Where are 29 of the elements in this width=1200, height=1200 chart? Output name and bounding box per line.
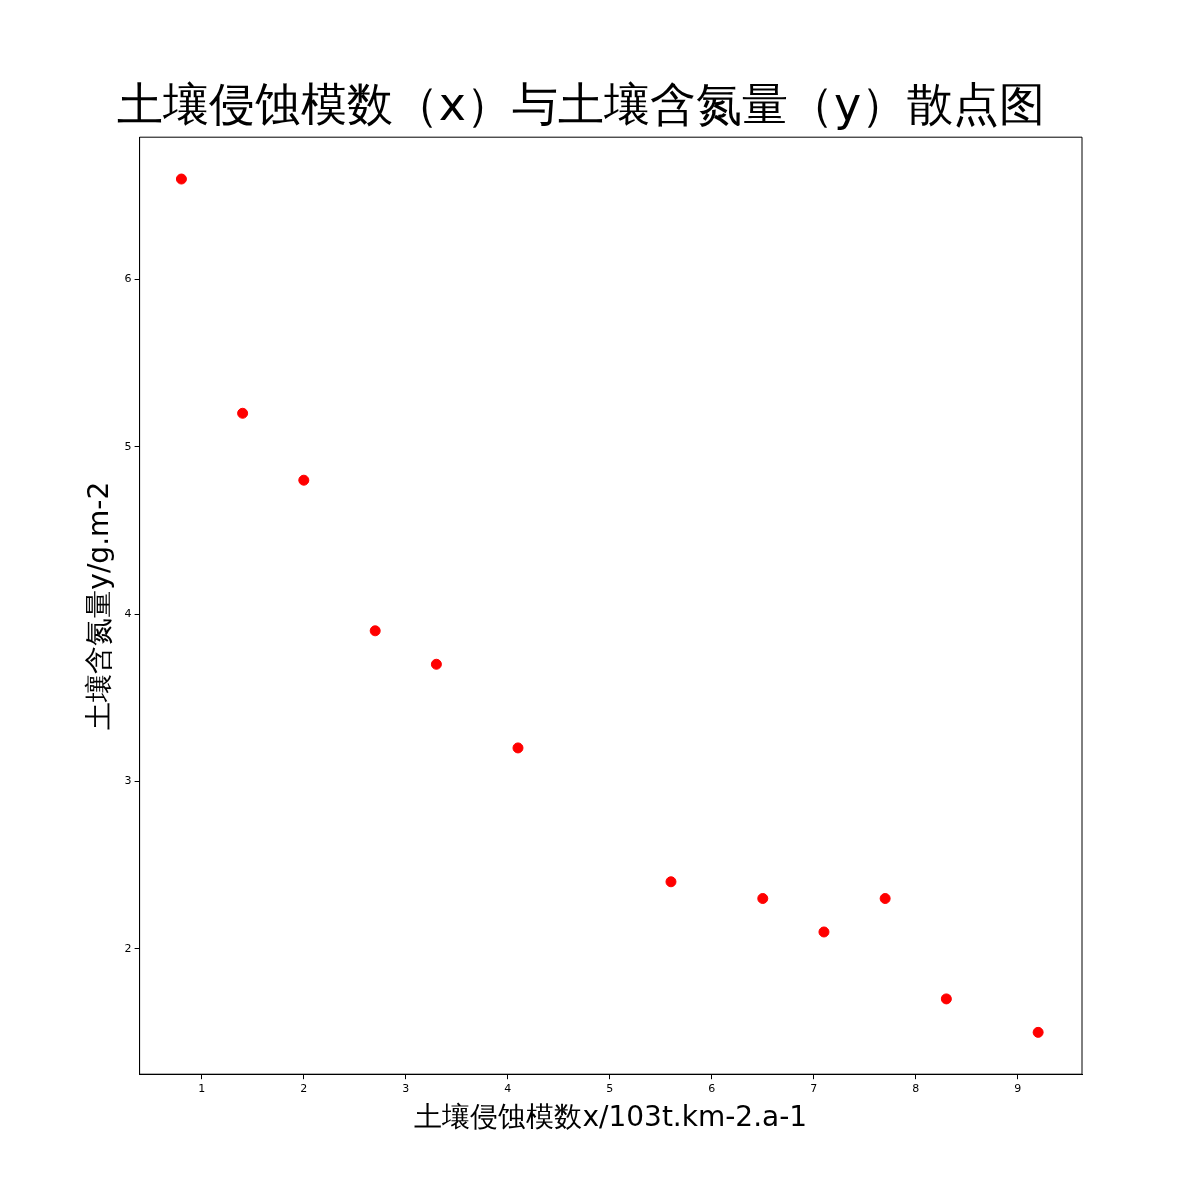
point <box>818 926 830 938</box>
point <box>757 893 769 905</box>
x-tick-label: 4 <box>504 1081 512 1095</box>
point <box>430 658 442 670</box>
chart-title: 土壤侵蚀模数（x）与土壤含氮量（y）散点图 <box>116 76 1046 131</box>
x-tick-label: 8 <box>912 1081 920 1095</box>
x-tick-label: 7 <box>810 1081 818 1095</box>
x-tick-label: 3 <box>402 1081 410 1095</box>
y-tick-label: 4 <box>124 606 132 620</box>
y-tick-label: 3 <box>124 774 132 788</box>
x-tick-label: 5 <box>606 1081 614 1095</box>
point <box>665 876 677 888</box>
point <box>298 474 310 486</box>
x-tick-label: 9 <box>1014 1081 1022 1095</box>
y-tick-label: 2 <box>124 941 132 955</box>
point <box>175 173 187 185</box>
y-tick-label: 6 <box>124 272 132 286</box>
point <box>940 993 952 1005</box>
x-tick-label: 6 <box>708 1081 716 1095</box>
point <box>237 407 249 419</box>
point <box>512 742 524 754</box>
y-tick-label: 5 <box>124 439 132 453</box>
point <box>369 625 381 637</box>
x-axis-title: 土壤侵蚀模数x/103t.km-2.a-1 <box>414 1100 808 1134</box>
point <box>1032 1026 1044 1038</box>
y-axis-title: 土壤含氮量y/g.m-2 <box>82 481 116 730</box>
x-tick-label: 1 <box>198 1081 206 1095</box>
point <box>879 893 891 905</box>
x-tick-label: 2 <box>300 1081 308 1095</box>
